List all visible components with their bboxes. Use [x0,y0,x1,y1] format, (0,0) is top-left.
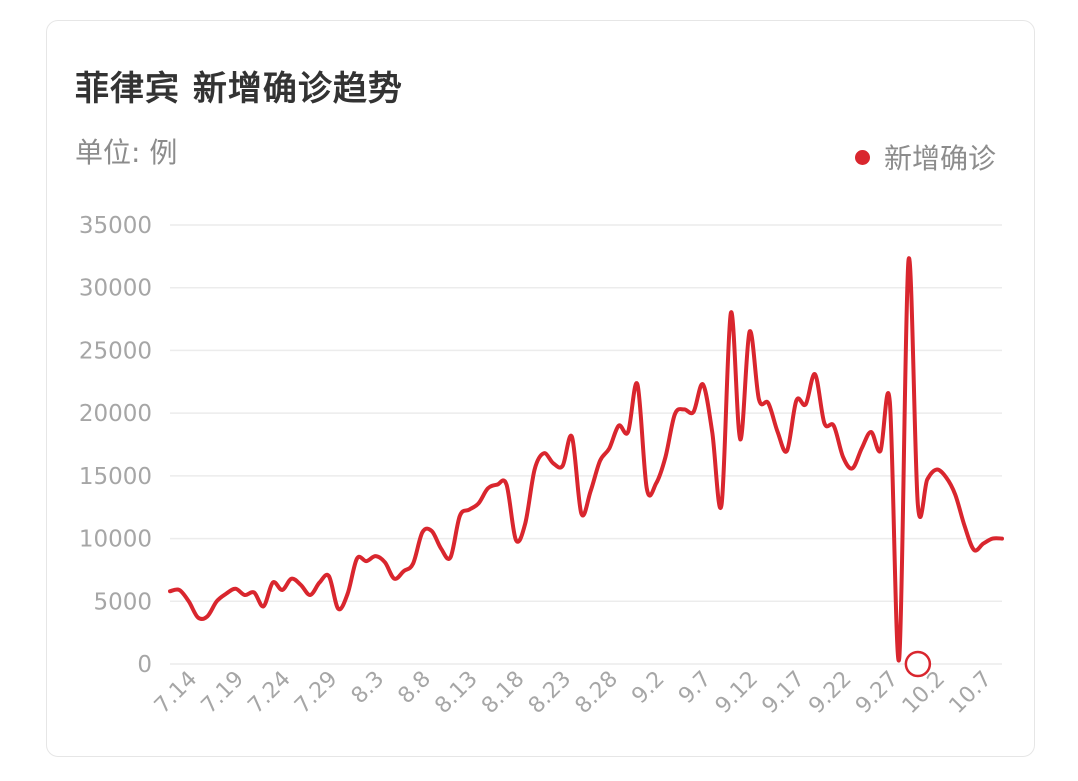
x-tick-label: 8.18 [477,667,529,719]
series-line-新增确诊 [168,256,1004,663]
chart-title: 菲律宾 新增确诊趋势 [75,69,403,109]
x-tick-label: 9.12 [711,667,763,719]
x-tick-label: 8.23 [524,667,576,719]
legend-label: 新增确诊 [883,142,996,175]
x-tick-label: 8.3 [347,667,389,709]
x-tick-label: 9.2 [627,667,669,709]
y-tick-label: 5000 [93,589,152,615]
y-tick-label: 0 [137,652,152,678]
x-tick-label: 9.27 [851,667,903,719]
y-tick-label: 30000 [79,276,152,302]
unit-label: 单位: 例 [75,136,178,169]
y-tick-label: 35000 [79,213,152,239]
y-tick-label: 25000 [79,338,152,364]
legend[interactable]: 新增确诊 [854,137,996,177]
y-tick-label: 10000 [79,527,152,553]
x-tick-label: 9.17 [758,667,810,719]
x-tick-label: 8.8 [394,667,436,709]
chart-card: 菲律宾 新增确诊趋势 单位: 例 新增确诊 [46,20,1035,757]
x-tick-label: 9.22 [804,667,856,719]
x-tick-label: 10.7 [945,667,997,719]
y-tick-label: 15000 [79,464,152,490]
x-tick-label: 7.14 [150,667,202,719]
y-tick-label: 20000 [79,401,152,427]
x-tick-label: 7.29 [290,667,342,719]
x-tick-label: 8.13 [430,667,482,719]
x-tick-label: 9.7 [674,667,716,709]
x-tick-label: 8.28 [571,667,623,719]
x-tick-label: 7.24 [243,667,295,719]
x-tick-label: 7.19 [197,667,249,719]
legend-marker-dot [854,149,870,165]
highlighted-point-marker [904,650,932,678]
